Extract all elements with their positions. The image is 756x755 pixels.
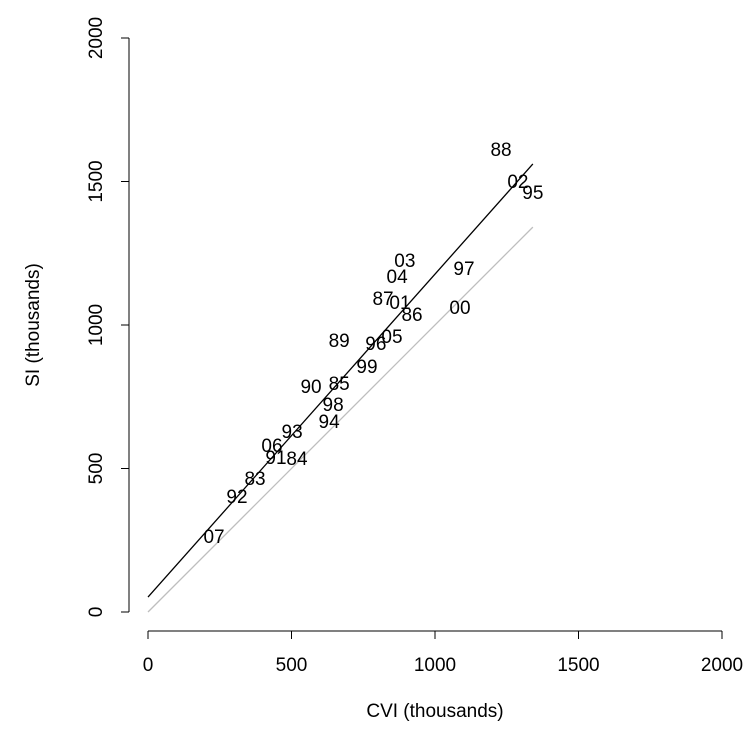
x-tick-label: 1500 (557, 655, 599, 676)
point-label: 06 (261, 436, 282, 457)
point-label: 07 (203, 527, 224, 548)
point-label: 01 (389, 293, 410, 314)
point-label: 94 (319, 412, 341, 433)
point-label: 03 (394, 251, 415, 272)
y-tick-label: 0 (86, 607, 107, 618)
point-label: 04 (387, 267, 409, 288)
point-label: 89 (329, 331, 350, 352)
fit-line (147, 163, 534, 598)
y-tick-label: 1500 (86, 160, 107, 202)
point-label: 00 (449, 298, 470, 319)
point-label: 83 (244, 469, 265, 490)
point-label: 87 (372, 289, 393, 310)
point-label: 05 (381, 327, 402, 348)
point-label: 84 (286, 449, 308, 470)
point-label: 02 (507, 172, 528, 193)
y-tick-label: 500 (86, 453, 107, 485)
point-label: 92 (226, 487, 247, 508)
y-tick-label: 1000 (86, 304, 107, 346)
point-label: 85 (329, 374, 350, 395)
point-label: 91 (265, 448, 286, 469)
x-axis-label: CVI (thousands) (366, 701, 503, 722)
x-tick-label: 0 (143, 655, 154, 676)
y-axis-label: SI (thousands) (23, 263, 44, 387)
point-label: 93 (282, 422, 303, 443)
point-label: 99 (356, 357, 377, 378)
point-label: 97 (453, 259, 474, 280)
y-tick-label: 2000 (86, 17, 107, 59)
point-label: 98 (323, 395, 344, 416)
x-tick-label: 500 (276, 655, 308, 676)
point-label: 96 (365, 334, 386, 355)
point-label: 95 (522, 183, 543, 204)
point-label: 86 (401, 305, 422, 326)
x-tick-label: 1000 (414, 655, 456, 676)
x-tick-label: 2000 (701, 655, 743, 676)
fit-line (147, 226, 534, 613)
point-label: 88 (490, 140, 511, 161)
point-label: 90 (300, 377, 321, 398)
